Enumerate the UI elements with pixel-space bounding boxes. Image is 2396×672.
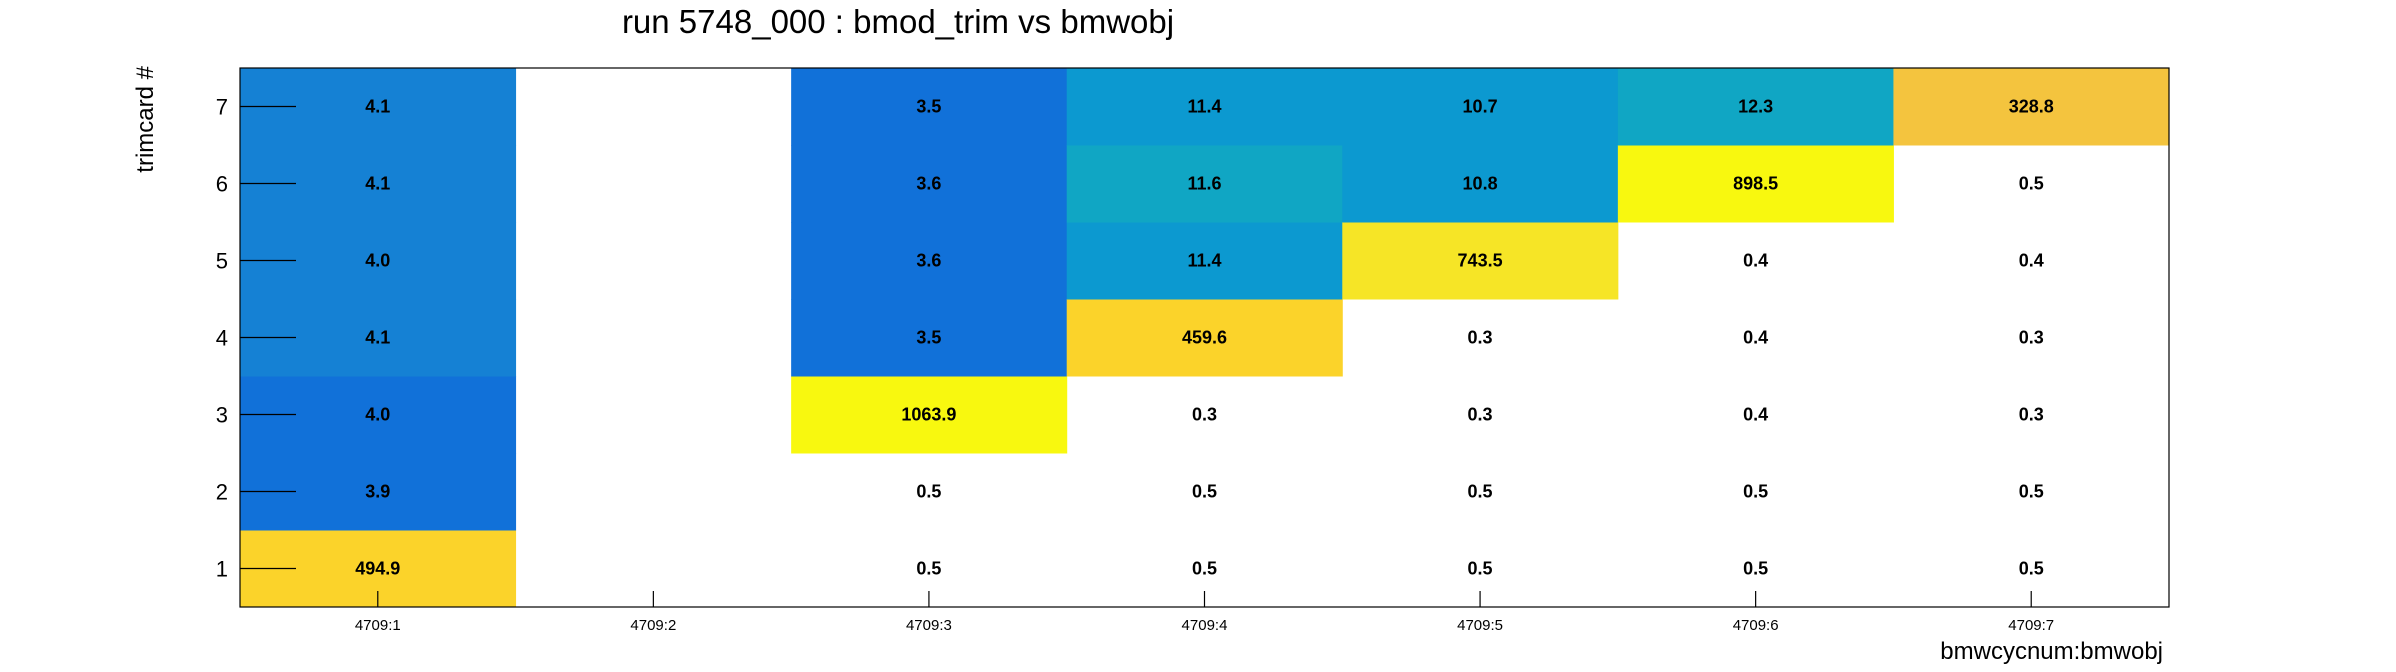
x-tick-label: 4709:7 [2008,617,2054,634]
cell-value-label: 0.3 [1468,328,1493,348]
cell-value-label: 1063.9 [901,405,956,425]
x-tick-label: 4709:3 [906,617,952,634]
heatmap-cell [791,222,1068,300]
cell-value-label: 0.5 [2019,174,2044,194]
cell-value-label: 0.5 [916,482,941,502]
cell-value-label: 459.6 [1182,328,1227,348]
cell-value-label: 0.3 [2019,405,2044,425]
cell-value-label: 0.5 [1743,482,1768,502]
labels-layer: 494.9 3.9 4.0 4.1 4.0 4.1 4.1 0.5 0.5 1063.9 3.5 3.… [355,97,2053,579]
cell-value-label: 743.5 [1458,251,1503,271]
cell-value-label: 0.5 [2019,559,2044,579]
cell-value-label: 0.5 [1192,559,1217,579]
y-tick-label: 2 [216,480,228,505]
cell-value-label: 0.5 [1468,482,1493,502]
cell-value-label: 0.5 [916,559,941,579]
y-tick-label: 3 [216,403,228,428]
y-tick-label: 7 [216,95,228,120]
y-tick-label: 4 [216,326,228,351]
cell-value-label: 0.4 [1743,328,1768,348]
cell-value-label: 0.5 [1743,559,1768,579]
heatmap-cell [1066,299,1343,377]
cell-value-label: 4.1 [365,97,390,117]
cell-value-label: 11.6 [1187,174,1221,194]
y-tick-label: 6 [216,172,228,197]
cell-value-label: 0.5 [1468,559,1493,579]
heatmap-cell [1893,68,2170,146]
ticks-layer: 1 2 3 4 5 6 7 4709:1 4709:2 4709:3 4709:4 4709:5 470… [216,95,2054,635]
cell-value-label: 0.4 [2019,251,2044,271]
heatmap-cell [1066,222,1343,300]
y-tick-label: 1 [216,557,228,582]
cell-value-label: 4.0 [365,251,390,271]
cell-value-label: 0.3 [1192,405,1217,425]
chart-title: run 5748_000 : bmod_trim vs bmwobj [622,3,1174,40]
cell-value-label: 0.3 [1468,405,1493,425]
x-tick-label: 4709:6 [1733,617,1779,634]
cell-value-label: 328.8 [2009,97,2054,117]
cell-value-label: 3.5 [916,97,941,117]
cell-value-label: 4.1 [365,328,390,348]
x-tick-label: 4709:4 [1182,617,1228,634]
cell-value-label: 0.4 [1743,251,1768,271]
heatmap-cell [1617,145,1894,223]
heatmap-cell [1342,68,1619,146]
cell-value-label: 0.5 [1192,482,1217,502]
cell-value-label: 10.7 [1463,97,1498,117]
heatmap-cell [1617,68,1894,146]
cell-value-label: 4.0 [365,405,390,425]
heatmap-cell [791,299,1068,377]
cell-value-label: 494.9 [355,559,400,579]
cell-value-label: 3.9 [365,482,390,502]
cell-value-label: 898.5 [1733,174,1778,194]
cell-value-label: 11.4 [1187,251,1221,271]
heatmap-cell [791,68,1068,146]
heatmap-cell [1066,68,1343,146]
cell-value-label: 10.8 [1463,174,1498,194]
x-axis-title: bmwcycnum:bmwobj [1940,638,2163,665]
y-tick-label: 5 [216,249,228,274]
cell-value-label: 4.1 [365,174,390,194]
heatmap-cell [791,145,1068,223]
cell-value-label: 0.5 [2019,482,2044,502]
x-tick-label: 4709:1 [355,617,401,634]
cell-value-label: 3.6 [916,174,941,194]
x-tick-label: 4709:2 [630,617,676,634]
cell-value-label: 3.6 [916,251,941,271]
heatmap-cell [1066,145,1343,223]
heatmap-cell [791,376,1068,454]
heatmap-cell [1342,145,1619,223]
heatmap-cell [1342,222,1619,300]
cell-value-label: 0.4 [1743,405,1768,425]
cell-value-label: 11.4 [1187,97,1221,117]
cell-value-label: 3.5 [916,328,941,348]
cell-value-label: 12.3 [1738,97,1773,117]
x-tick-label: 4709:5 [1457,617,1503,634]
cell-value-label: 0.3 [2019,328,2044,348]
y-axis-title: trimcard # [132,65,159,172]
